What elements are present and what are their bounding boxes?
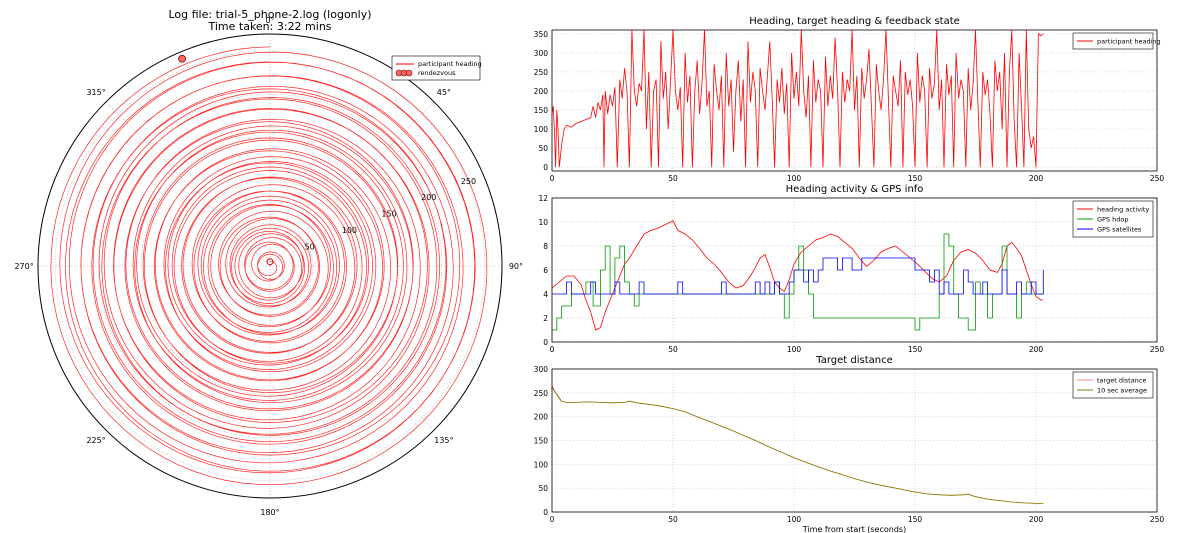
angle-label: 0° — [265, 16, 274, 25]
angle-label: 315° — [86, 88, 105, 97]
x-tick-label: 200 — [1029, 515, 1044, 524]
legend-box — [1072, 32, 1154, 50]
legend-label: heading activity — [1097, 206, 1149, 214]
legend-marker-swatch — [405, 69, 413, 77]
y-tick-label: 8 — [543, 242, 548, 251]
y-tick-label: 100 — [534, 460, 549, 469]
y-tick-label: 100 — [534, 125, 549, 134]
y-tick-label: 6 — [543, 266, 548, 275]
y-tick-label: 50 — [538, 484, 548, 493]
y-tick-label: 150 — [534, 437, 549, 446]
x-tick-label: 150 — [908, 515, 923, 524]
angle-label: 90° — [509, 262, 523, 271]
radial-tick-label: 150 — [381, 210, 396, 219]
polar-legend-box — [391, 55, 481, 81]
y-tick-label: 300 — [534, 365, 549, 374]
plot-frame — [551, 29, 1158, 172]
x-tick-label: 200 — [1029, 174, 1044, 183]
y-tick-label: 200 — [534, 413, 549, 422]
legend-label: GPS hdop — [1097, 216, 1129, 224]
radial-tick-label: 100 — [342, 226, 357, 235]
y-tick-label: 10 — [538, 218, 548, 227]
target-distance-chart: Target distance 0 50 100 150 200 250 0 50 100 150 2… — [534, 355, 1165, 533]
participant-heading-trace — [50, 46, 488, 486]
log-file-title: Log file: trial-5_phone-2.log (logonly) — [168, 8, 371, 21]
x-tick-label: 250 — [1150, 345, 1165, 354]
heading-chart: Heading, target heading & feedback state… — [534, 16, 1165, 183]
angle-label: 225° — [86, 436, 105, 445]
polar-grid-circle — [183, 179, 357, 353]
x-tick-label: 250 — [1150, 515, 1165, 524]
x-tick-label: 0 — [550, 345, 555, 354]
legend-label: rendezvous — [418, 69, 456, 77]
chart-title: Heading activity & GPS info — [786, 184, 924, 195]
plot-frame — [551, 197, 1158, 343]
angle-label: 180° — [260, 508, 279, 517]
legend-label: participant heading — [1097, 38, 1161, 46]
y-tick-label: 2 — [543, 314, 548, 323]
x-tick-label: 150 — [908, 345, 923, 354]
angle-label: 135° — [434, 436, 453, 445]
x-tick-label: 100 — [787, 174, 802, 183]
x-tick-label: 0 — [550, 174, 555, 183]
x-tick-label: 100 — [787, 345, 802, 354]
x-tick-label: 50 — [668, 345, 678, 354]
series-line — [552, 385, 1044, 504]
x-tick-label: 200 — [1029, 345, 1044, 354]
y-tick-label: 150 — [534, 106, 549, 115]
legend-box — [1072, 200, 1154, 238]
y-tick-label: 250 — [534, 389, 549, 398]
y-tick-label: 250 — [534, 68, 549, 77]
series-line — [552, 257, 1044, 295]
y-tick-label: 50 — [538, 144, 548, 153]
polar-grid-circle — [140, 136, 400, 396]
series-line — [552, 220, 1044, 331]
legend-label: participant heading — [418, 60, 482, 68]
radial-tick-label: 200 — [421, 193, 436, 202]
x-tick-label: 50 — [668, 174, 678, 183]
y-tick-label: 0 — [543, 338, 548, 347]
legend-label: target distance — [1097, 377, 1146, 385]
x-axis-label: Time from start (seconds) — [802, 525, 906, 533]
radial-tick-label: 50 — [305, 243, 315, 252]
y-tick-label: 350 — [534, 30, 549, 39]
angle-label: 270° — [14, 262, 33, 271]
y-tick-label: 300 — [534, 49, 549, 58]
y-tick-label: 200 — [534, 87, 549, 96]
y-tick-label: 12 — [538, 194, 548, 203]
chart-title: Heading, target heading & feedback state — [749, 16, 960, 27]
plot-frame — [551, 368, 1158, 513]
angle-label: 45° — [437, 88, 451, 97]
polar-frame — [37, 33, 503, 499]
legend-box — [1072, 371, 1154, 399]
time-taken-title: Time taken: 3:22 mins — [207, 20, 331, 33]
series-line — [552, 233, 1044, 331]
polar-grid-circle — [54, 50, 486, 482]
polar-chart: 50 100 150 200 250 0° 45° 90° 135° 180° 225° 270° 31… — [14, 16, 523, 517]
y-tick-label: 4 — [543, 290, 548, 299]
x-tick-label: 250 — [1150, 174, 1165, 183]
legend-label: GPS satellites — [1097, 226, 1142, 234]
radial-tick-label: 250 — [461, 177, 476, 186]
rendezvous-marker — [178, 54, 186, 63]
legend-label: 10 sec average — [1097, 387, 1147, 395]
y-tick-label: 0 — [543, 508, 548, 517]
series-line — [552, 30, 1044, 168]
y-tick-label: 0 — [543, 163, 548, 172]
x-tick-label: 150 — [908, 174, 923, 183]
series-line — [552, 386, 1044, 504]
start-marker — [266, 258, 274, 266]
x-tick-label: 50 — [668, 515, 678, 524]
x-tick-label: 100 — [787, 515, 802, 524]
x-tick-label: 0 — [550, 515, 555, 524]
chart-title: Target distance — [815, 355, 893, 366]
